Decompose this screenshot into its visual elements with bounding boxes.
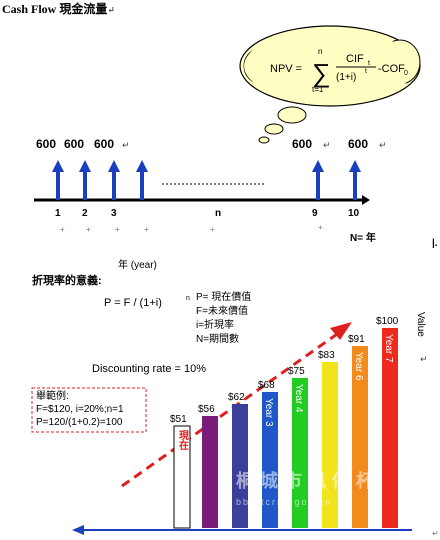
cash-arrow xyxy=(349,160,361,200)
bar-value-label: $56 xyxy=(198,404,215,415)
return-mark: + xyxy=(318,223,323,232)
example-title: 舉範例: xyxy=(36,389,69,402)
bar-category-label: Year 7 xyxy=(383,334,394,363)
npv-denominator: (1+i) xyxy=(336,72,356,83)
edge-mark: |. xyxy=(432,238,438,249)
cash-label: 600 xyxy=(94,137,114,151)
bar-value-label: $91 xyxy=(348,334,365,345)
growth-arrowhead xyxy=(330,322,352,340)
sum-top: n xyxy=(318,47,322,56)
example-line: F=$120, i=20%;n=1 xyxy=(36,404,124,415)
timeline-arrowhead xyxy=(362,195,370,205)
return-mark: ↵ xyxy=(323,140,331,150)
bar-value-label: $51 xyxy=(170,414,187,425)
tick-label: 9 xyxy=(312,208,318,219)
cash-arrow xyxy=(79,160,91,200)
cash-label: 600 xyxy=(292,137,312,151)
watermark-text: 桐城市風俗杯 xyxy=(236,470,380,491)
cash-arrow xyxy=(136,160,148,200)
discount-formula: P = F / (1+i) xyxy=(104,297,162,309)
npv-numerator-sub: t xyxy=(368,60,370,67)
value-bar xyxy=(352,346,368,528)
return-mark: + xyxy=(144,225,149,234)
npv-tail-sub: 0 xyxy=(404,70,408,77)
return-mark: + xyxy=(60,225,65,234)
value-bar xyxy=(292,378,308,528)
edge-mark: ↵ xyxy=(432,529,439,538)
value-bar xyxy=(232,404,248,528)
value-bar xyxy=(173,425,191,529)
page-title: Cash Flow 現金流量↵ xyxy=(2,0,115,17)
bar-value-label: $83 xyxy=(318,350,335,361)
value-bar xyxy=(202,416,218,528)
return-mark: ↵ xyxy=(420,354,428,364)
cash-label: 600 xyxy=(348,137,368,151)
npv-lhs: NPV = xyxy=(270,63,302,75)
bar-category-label: Year 4 xyxy=(293,384,304,413)
value-bar xyxy=(262,392,278,528)
example-box xyxy=(31,387,147,433)
tick-label: 2 xyxy=(82,208,88,219)
example-line: P=120/(1+0.2)=100 xyxy=(36,417,123,428)
cash-arrow xyxy=(52,160,64,200)
legend-line: F=未來價值 xyxy=(196,304,248,317)
discount-heading: 折現率的意義: xyxy=(32,273,102,287)
discount-rate: Discounting rate = 10% xyxy=(92,363,206,375)
tick-label: 1 xyxy=(55,208,61,219)
return-mark: ↵ xyxy=(122,140,130,150)
baseline-arrowhead xyxy=(72,525,84,535)
value-bars: $51 現在 $56 $62 $68 Year 3 $75 Year 4 $83 $91 Year … xyxy=(170,316,399,529)
cash-arrow xyxy=(108,160,120,200)
legend-line: i=折現率 xyxy=(196,318,234,331)
bar-category-label: Year 6 xyxy=(353,352,364,381)
return-mark: + xyxy=(115,225,120,234)
npv-cloud xyxy=(239,25,421,144)
npv-formula: NPV = n ∑ t=1 CIF t (1+i) t -COF 0 xyxy=(270,47,408,94)
bar-value-label: $68 xyxy=(258,380,275,391)
cash-arrow xyxy=(312,160,324,200)
tick-label: 10 xyxy=(348,208,360,219)
npv-denominator-exp: t xyxy=(365,68,367,75)
legend-line: P= 現在價值 xyxy=(196,290,251,303)
cashflow-timeline: 600 600 600 ↵ 600 ↵ 600 ↵ 1 2 3 n 9 10 +… xyxy=(34,137,387,271)
n-equals-label: N= 年 xyxy=(350,231,376,244)
return-mark: ↵ xyxy=(379,140,387,150)
year-label: 年 (year) xyxy=(118,258,157,271)
value-bar xyxy=(382,328,398,528)
bar-value-label: $100 xyxy=(376,316,399,327)
discount-section: 折現率的意義: P = F / (1+i) n P= 現在價值 F=未來價值 i… xyxy=(31,273,428,488)
tick-label: n xyxy=(215,208,221,219)
npv-numerator: CIF xyxy=(346,53,364,65)
return-mark: ↵ xyxy=(107,5,115,15)
discount-formula-exp: n xyxy=(186,295,190,302)
sum-bottom: t=1 xyxy=(312,85,324,94)
value-axis-label: Value xyxy=(415,312,426,337)
cash-label: 600 xyxy=(64,137,84,151)
value-bar xyxy=(322,362,338,528)
legend-line: N=期間數 xyxy=(196,332,239,345)
bar-category-label: 現在 xyxy=(177,430,189,451)
sum-symbol: ∑ xyxy=(312,58,331,88)
npv-tail: -COF xyxy=(378,63,405,75)
bar-value-label: $62 xyxy=(228,392,245,403)
return-mark: + xyxy=(86,225,91,234)
watermark-url: bbs.tcrsc.gov.cn xyxy=(236,497,332,507)
bar-category-label: Year 3 xyxy=(263,398,274,427)
cash-label: 600 xyxy=(36,137,56,151)
return-mark: + xyxy=(210,225,215,234)
title-text: Cash Flow 現金流量 xyxy=(2,2,108,16)
tick-label: 3 xyxy=(111,208,117,219)
bar-value-label: $75 xyxy=(288,366,305,377)
